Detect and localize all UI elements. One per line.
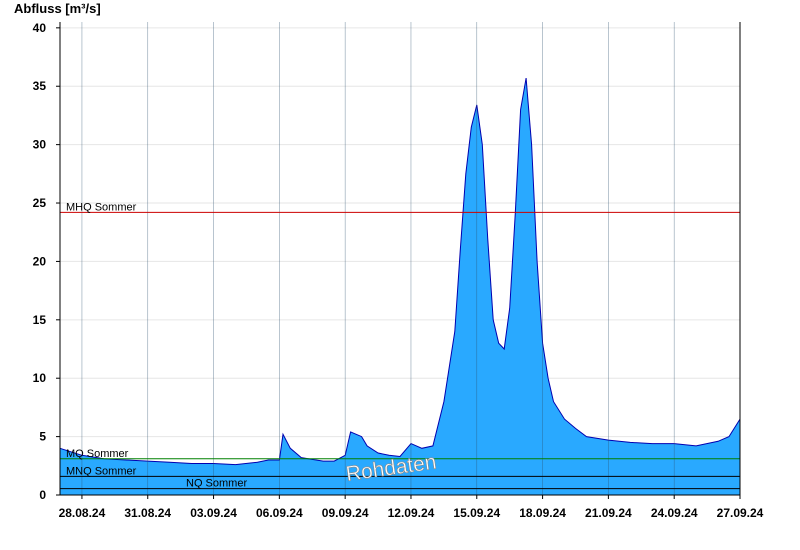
y-tick-label: 30 [33, 138, 47, 152]
reference-line-label: MQ Sommer [66, 448, 129, 460]
reference-line-label: MNQ Sommer [66, 465, 137, 477]
grid [60, 27, 740, 438]
discharge-area [60, 78, 740, 495]
y-tick-label: 10 [33, 371, 47, 385]
vertical-gridlines [81, 22, 741, 495]
reference-line-label: MHQ Sommer [66, 201, 137, 213]
y-tick-label: 5 [39, 430, 46, 444]
y-tick-label: 40 [33, 21, 47, 35]
y-axis-title: Abfluss [m³/s] [14, 1, 101, 16]
x-tick-label: 09.09.24 [322, 506, 369, 520]
x-tick-label: 18.09.24 [519, 506, 566, 520]
x-tick-label: 24.09.24 [651, 506, 698, 520]
y-tick-label: 35 [33, 79, 47, 93]
discharge-series [59, 78, 741, 495]
y-tick-label: 20 [33, 254, 47, 268]
x-tick-label: 12.09.24 [388, 506, 435, 520]
y-tick-label: 15 [33, 313, 47, 327]
x-tick-label: 03.09.24 [190, 506, 237, 520]
x-tick-label: 28.08.24 [59, 506, 106, 520]
tick-labels: 0 5 10 15 20 25 30 35 40 28.08.24 31.08.24 03.09.24… [33, 21, 764, 520]
reference-lines: MHQ Sommer MQ Sommer MNQ Sommer NQ Sommer [60, 201, 740, 490]
discharge-line [59, 78, 741, 466]
x-tick-label: 06.09.24 [256, 506, 303, 520]
x-tick-label: 31.08.24 [124, 506, 171, 520]
x-tick-label: 21.09.24 [585, 506, 632, 520]
x-tick-label: 15.09.24 [453, 506, 500, 520]
x-tick-label: 27.09.24 [717, 506, 764, 520]
reference-line-label: NQ Sommer [186, 478, 247, 490]
y-tick-label: 0 [39, 488, 46, 502]
axes [56, 22, 741, 499]
y-tick-label: 25 [33, 196, 47, 210]
